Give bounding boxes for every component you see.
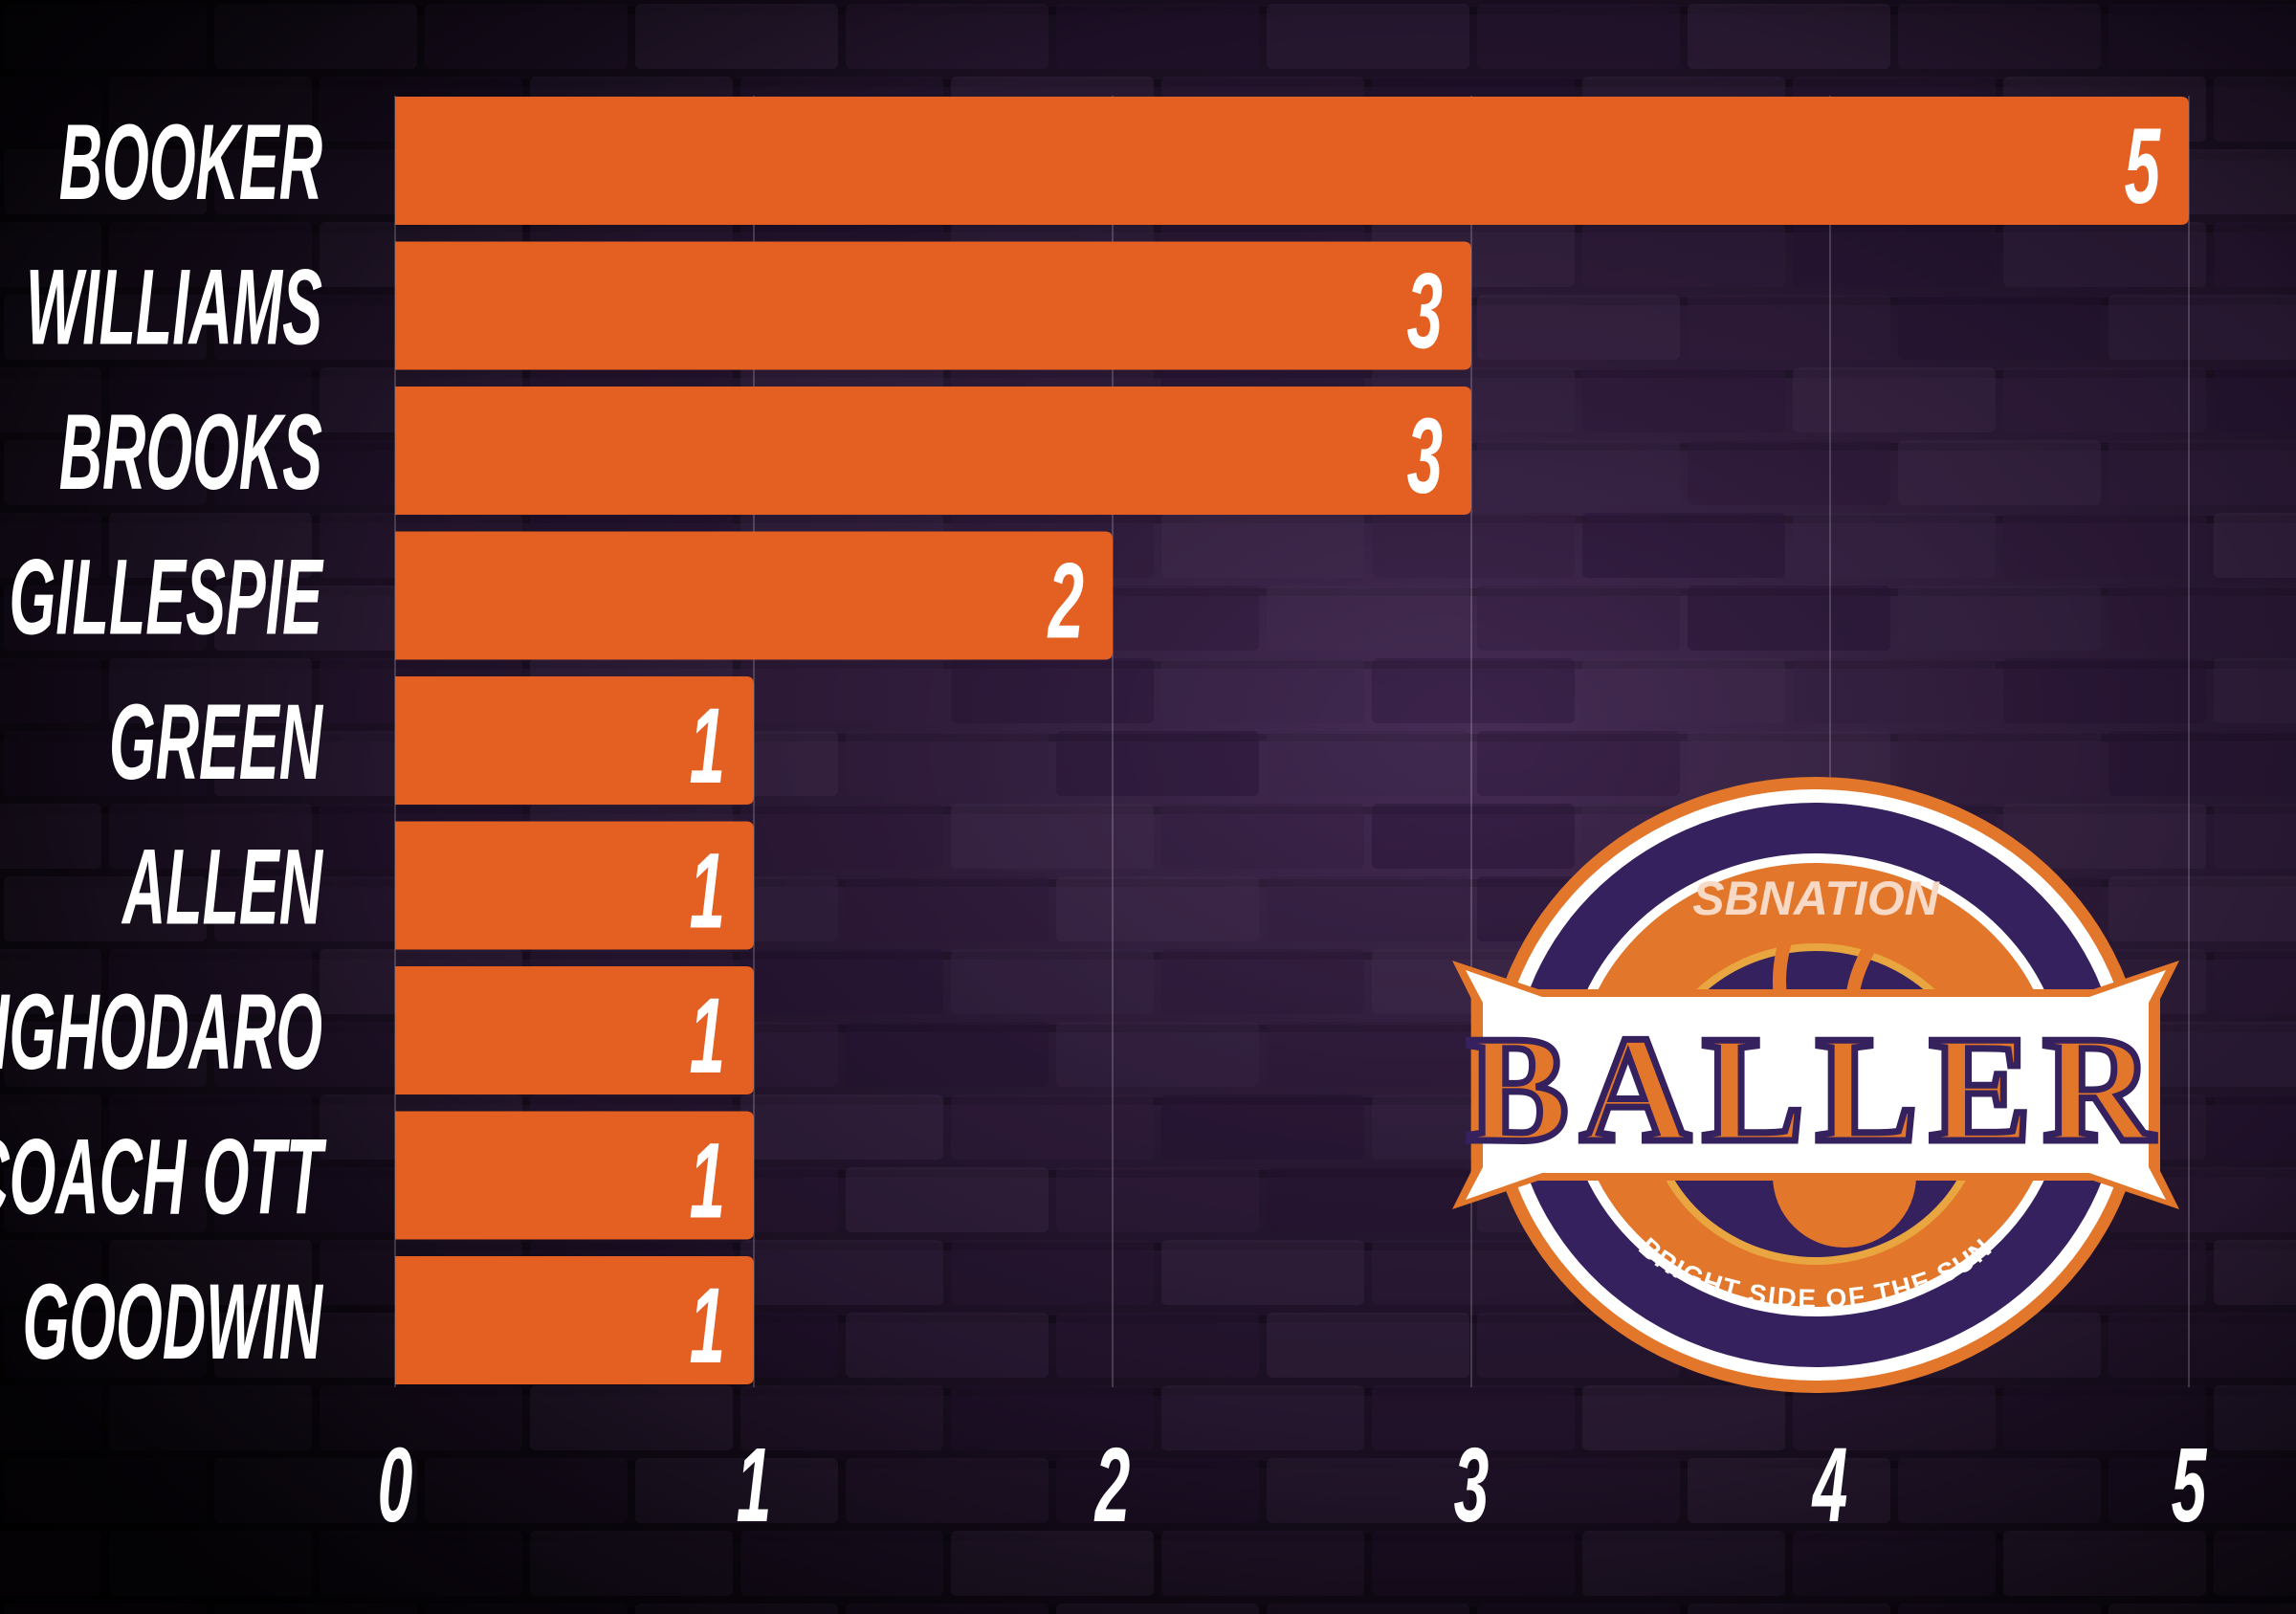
category-label: BROOKS xyxy=(59,393,322,513)
bar-coach-ott xyxy=(395,1111,754,1240)
x-tick-label: 1 xyxy=(737,1427,772,1544)
bar-williams xyxy=(395,241,1471,370)
bar-value-label: 5 xyxy=(2125,105,2162,226)
bar-value-label: 1 xyxy=(690,1265,725,1385)
bar-allen xyxy=(395,821,754,950)
category-label: WILLIAMS xyxy=(26,249,322,368)
logo-top-text: SBNATION xyxy=(1692,872,1939,925)
category-label: GOODWIN xyxy=(22,1263,323,1382)
category-label: BOOKER xyxy=(59,103,322,223)
bar-value-label: 1 xyxy=(690,830,725,951)
bar-goodwin xyxy=(395,1256,754,1384)
bar-value-label: 3 xyxy=(1407,251,1443,371)
category-label: COACH OTT xyxy=(0,1118,327,1238)
logo-main-text: BALLER xyxy=(1467,1004,2165,1174)
bar-ighodaro xyxy=(395,966,754,1094)
x-tick-label: 4 xyxy=(1811,1427,1847,1544)
x-tick-label: 3 xyxy=(1454,1427,1490,1544)
bar-brooks xyxy=(395,387,1471,515)
bar-green xyxy=(395,676,754,805)
bar-booker xyxy=(395,97,2189,225)
bar-gillespie xyxy=(395,531,1113,660)
x-tick-label: 5 xyxy=(2172,1427,2208,1544)
baller-logo: BALLER SBNATION BRIGHT SIDE OF THE SUN xyxy=(1452,777,2179,1393)
category-label: IGHODARO xyxy=(0,973,322,1093)
category-label: ALLEN xyxy=(121,829,324,948)
bar-value-label: 1 xyxy=(690,975,725,1095)
x-tick-label: 0 xyxy=(378,1427,413,1544)
bar-value-label: 3 xyxy=(1407,395,1443,516)
bar-value-label: 1 xyxy=(690,685,725,806)
bar-value-label: 1 xyxy=(690,1120,725,1241)
x-tick-label: 2 xyxy=(1093,1427,1130,1544)
bar-value-label: 2 xyxy=(1047,541,1084,661)
category-label: GREEN xyxy=(109,683,324,803)
category-label: GILLESPIE xyxy=(9,539,323,658)
